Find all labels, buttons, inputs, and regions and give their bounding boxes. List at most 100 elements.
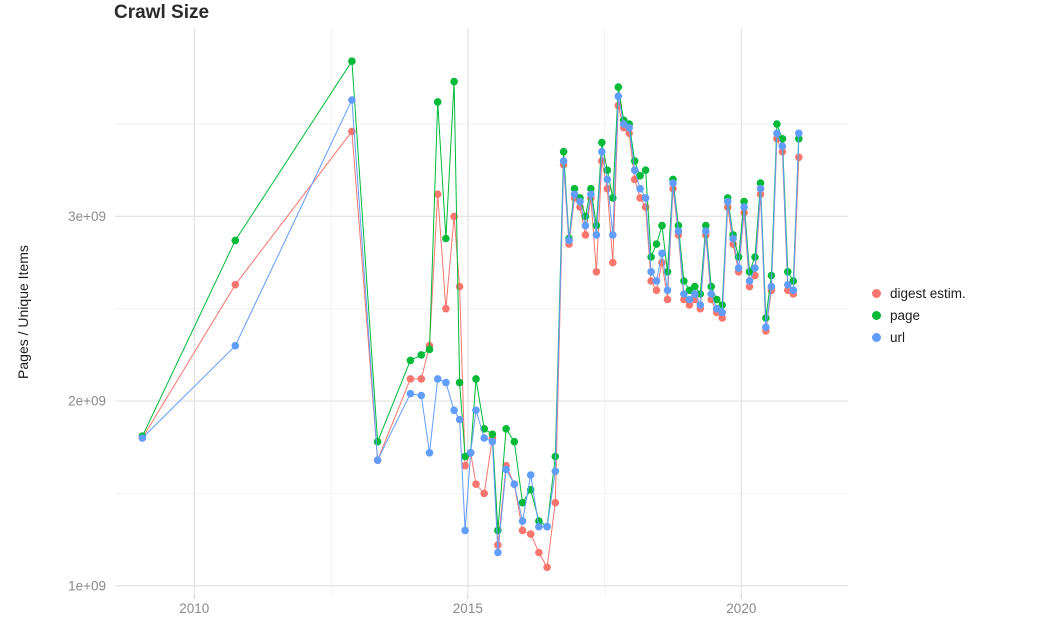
data-point-digest-estim- xyxy=(442,304,450,313)
data-point-digest-estim- xyxy=(450,212,458,221)
data-point-url xyxy=(592,231,601,239)
data-point-page xyxy=(417,351,426,359)
data-point-page xyxy=(598,138,606,147)
data-point-url xyxy=(740,203,748,211)
data-point-url xyxy=(373,456,382,465)
data-point-url xyxy=(674,227,683,235)
legend-item-digest-estim: digest estim. xyxy=(872,285,966,301)
data-point-page xyxy=(658,221,666,230)
data-point-url xyxy=(702,227,710,235)
data-point-url xyxy=(502,465,510,474)
data-point-page xyxy=(570,184,579,193)
data-point-url xyxy=(433,375,442,383)
data-point-digest-estim- xyxy=(652,286,661,295)
legend-item-url: url xyxy=(872,330,966,345)
data-point-url xyxy=(570,190,579,198)
data-point-url xyxy=(603,175,612,184)
data-point-url xyxy=(685,295,694,304)
data-point-page xyxy=(652,240,661,248)
data-point-url xyxy=(581,221,590,230)
data-point-url xyxy=(630,166,639,174)
data-point-page xyxy=(784,268,792,276)
data-point-digest-estim- xyxy=(543,563,551,572)
data-point-page xyxy=(587,184,595,193)
data-point-page xyxy=(559,147,568,156)
data-point-page xyxy=(663,268,672,276)
data-point-page xyxy=(707,282,715,291)
series-line-url xyxy=(142,96,800,553)
data-point-page xyxy=(406,356,415,365)
data-point-url xyxy=(641,194,650,202)
data-point-url xyxy=(658,249,666,258)
data-point-page xyxy=(348,57,356,65)
legend-label-digest-estim: digest estim. xyxy=(890,285,966,301)
data-point-url xyxy=(767,282,776,291)
data-point-page xyxy=(231,236,240,245)
data-point-url xyxy=(461,526,469,535)
data-point-url xyxy=(348,96,356,104)
data-point-url xyxy=(789,286,798,295)
data-point-digest-estim- xyxy=(680,295,688,304)
y-axis-tick-label: 3e+09 xyxy=(68,209,106,224)
data-point-url xyxy=(535,522,543,531)
data-point-url xyxy=(619,120,628,128)
data-point-url xyxy=(663,286,672,295)
data-point-digest-estim- xyxy=(603,184,612,193)
data-point-url xyxy=(480,434,489,442)
data-point-url xyxy=(652,277,661,285)
data-point-page xyxy=(740,197,748,206)
data-point-url xyxy=(559,157,568,165)
data-point-page xyxy=(510,437,519,446)
x-axis-tick-label: 2015 xyxy=(453,601,483,616)
data-point-digest-estim- xyxy=(636,194,644,202)
data-point-url xyxy=(734,264,743,272)
data-point-page xyxy=(712,295,721,304)
x-axis-tick-label: 2020 xyxy=(726,601,756,616)
data-point-page xyxy=(745,268,754,276)
data-point-url xyxy=(795,129,803,138)
data-point-url xyxy=(442,378,450,387)
data-point-url xyxy=(729,234,737,243)
data-point-url xyxy=(488,437,497,446)
data-point-page xyxy=(702,221,710,230)
data-point-url xyxy=(543,522,551,531)
data-point-page xyxy=(450,77,458,86)
data-point-page xyxy=(674,221,683,230)
data-point-url xyxy=(778,142,787,150)
data-point-page xyxy=(691,282,699,291)
data-point-url xyxy=(707,290,715,298)
legend-dot-url-icon xyxy=(872,332,881,342)
data-point-page xyxy=(609,194,617,202)
data-point-digest-estim- xyxy=(745,282,754,291)
data-point-url xyxy=(784,280,792,289)
data-point-digest-estim- xyxy=(551,498,560,507)
data-point-page xyxy=(773,120,781,128)
data-point-url xyxy=(756,184,765,193)
data-point-page xyxy=(680,277,688,285)
data-point-page xyxy=(614,83,623,91)
data-point-digest-estim- xyxy=(609,258,617,267)
data-point-digest-estim- xyxy=(526,530,535,538)
data-point-url xyxy=(510,480,519,489)
x-axis-tick-label: 2010 xyxy=(179,601,209,616)
data-point-url xyxy=(718,308,726,317)
data-point-digest-estim- xyxy=(707,295,715,304)
legend-dot-page-icon xyxy=(872,310,881,320)
data-point-page xyxy=(472,375,480,383)
data-point-digest-estim- xyxy=(455,282,464,291)
data-point-page xyxy=(433,98,442,106)
data-point-url xyxy=(609,231,617,239)
y-axis-tick-label: 2e+09 xyxy=(68,394,106,409)
data-point-digest-estim- xyxy=(784,286,792,295)
data-point-digest-estim- xyxy=(518,526,527,535)
data-point-url xyxy=(576,197,584,206)
data-point-url xyxy=(680,290,688,298)
data-point-page xyxy=(636,172,644,180)
data-point-url xyxy=(598,147,606,156)
data-point-page xyxy=(373,437,382,446)
data-point-url xyxy=(406,389,415,398)
data-point-url xyxy=(625,123,633,132)
data-point-url xyxy=(551,467,560,476)
